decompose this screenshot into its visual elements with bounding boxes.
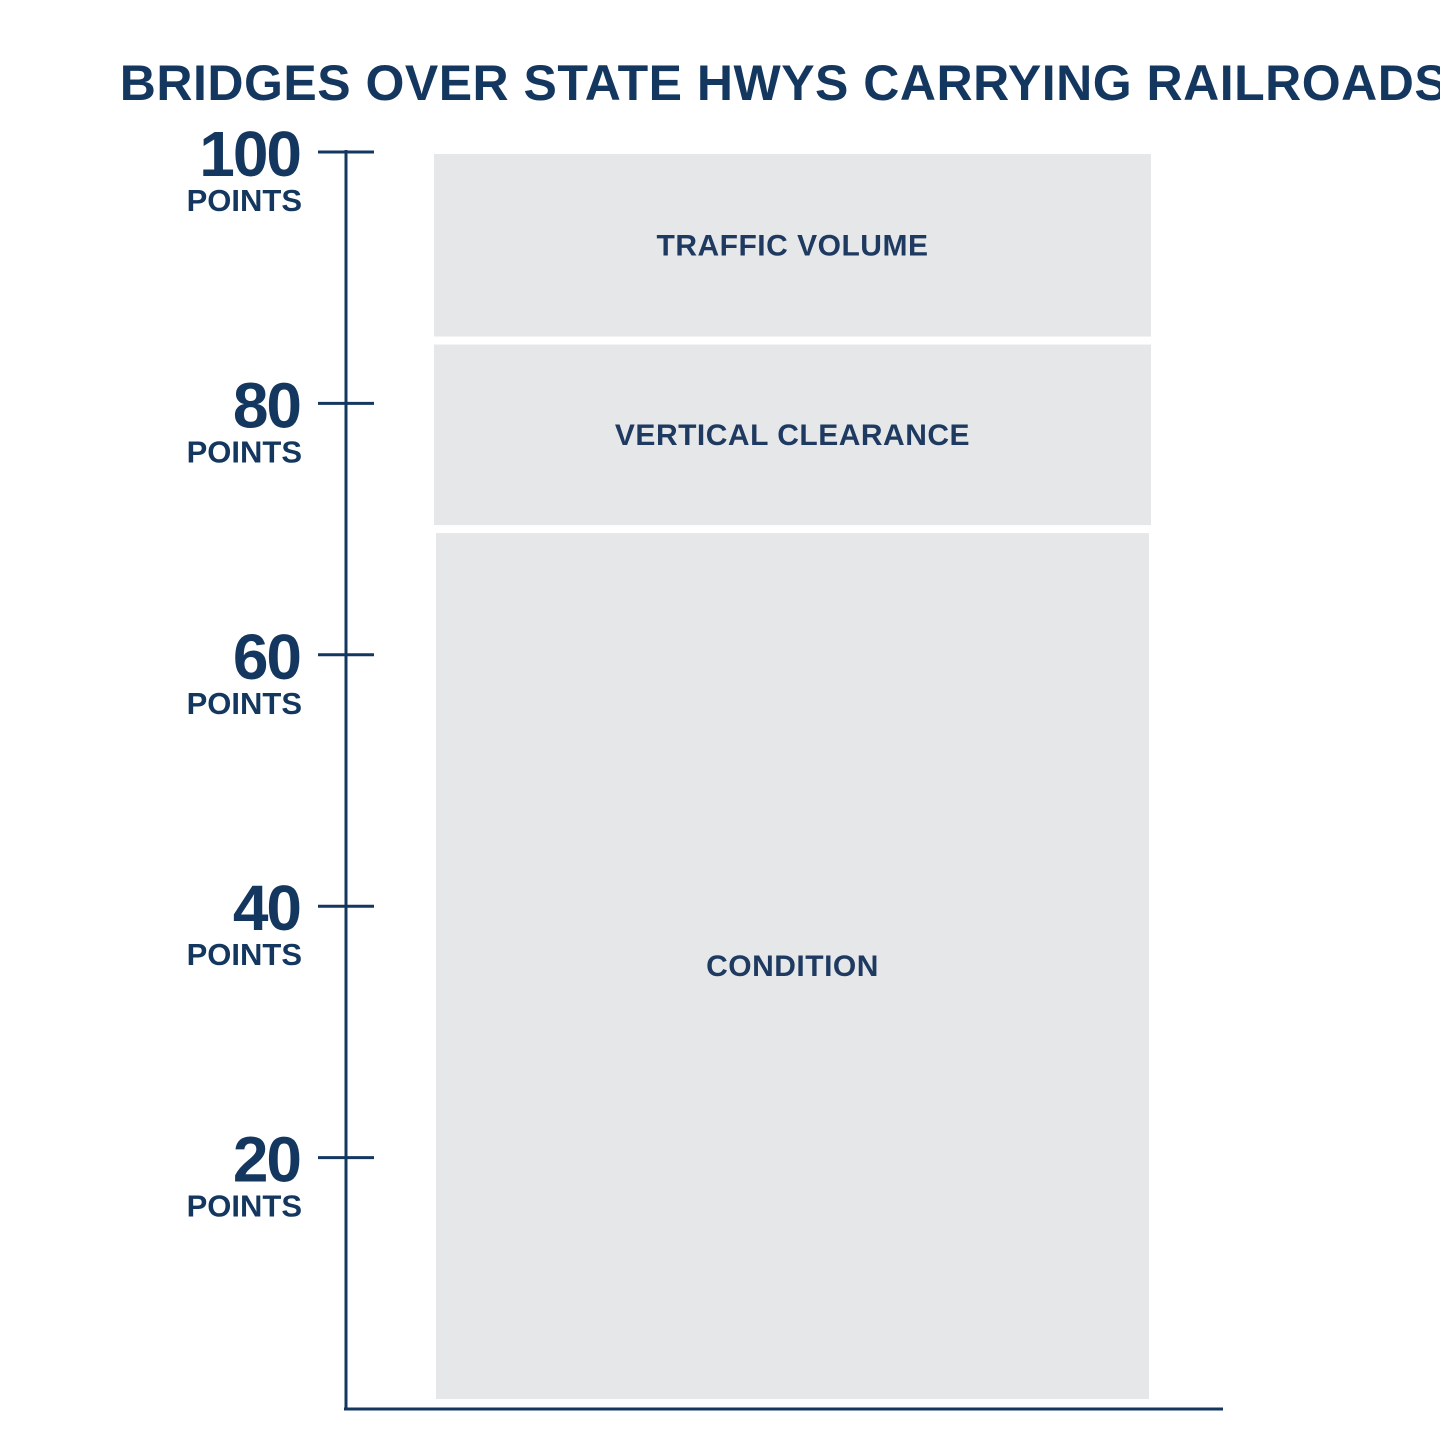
y-tick-unit-60: POINTS (187, 686, 302, 721)
bar-segment-vertical-clearance (434, 344, 1151, 526)
bar-segment-traffic-volume (434, 154, 1151, 337)
segment-label-traffic-volume: TRAFFIC VOLUME (657, 229, 929, 262)
y-tick-label-20: 20 (233, 1124, 300, 1196)
y-tick-label-100: 100 (199, 118, 300, 190)
bar-segment-condition (436, 533, 1149, 1399)
y-tick-unit-20: POINTS (187, 1189, 302, 1224)
segment-label-vertical-clearance: VERTICAL CLEARANCE (615, 419, 970, 452)
y-tick-unit-80: POINTS (187, 434, 302, 469)
y-tick-label-80: 80 (233, 369, 300, 441)
segment-label-condition: CONDITION (706, 950, 879, 983)
y-tick-label-60: 60 (233, 621, 300, 693)
y-tick-unit-100: POINTS (187, 183, 302, 218)
y-tick-unit-40: POINTS (187, 937, 302, 972)
bar-segments (434, 154, 1151, 1399)
chart-title: BRIDGES OVER STATE HWYS CARRYING RAILROA… (120, 55, 1440, 111)
segment-labels: CONDITION VERTICAL CLEARANCE TRAFFIC VOLUM… (615, 229, 970, 983)
y-axis-ticks: 100POINTS80POINTS60POINTS40POINTS20POINT… (187, 118, 374, 1224)
y-tick-label-40: 40 (233, 872, 300, 944)
